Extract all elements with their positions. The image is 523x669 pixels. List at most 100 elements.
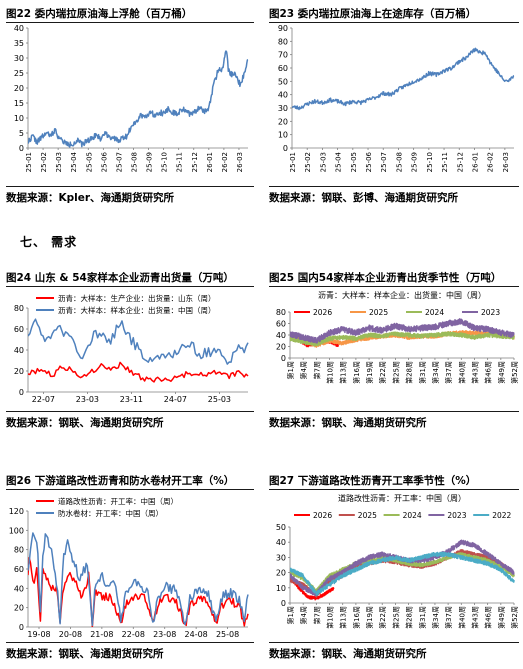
legend-label: 2024 — [425, 308, 444, 317]
x-tick-label: 25-03 — [55, 152, 63, 172]
x-tick-label: 22-07 — [32, 395, 55, 404]
y-tick-label: 0 — [283, 144, 288, 153]
series-line-series-0 — [292, 47, 515, 111]
figure-26-title-rule — [6, 489, 254, 490]
x-tick-label: 第16周 — [352, 361, 361, 384]
y-tick-label: 30 — [14, 54, 24, 63]
figure-26-source: 数据来源：钢联、海通期货研究所 — [6, 648, 164, 660]
series-line-2023 — [290, 539, 515, 597]
y-tick-label: 20 — [14, 604, 24, 613]
series-line-沥青：大样本：生产企业：出货量：山东（周） — [28, 361, 249, 383]
x-tick-label: 第1周 — [286, 361, 295, 379]
y-tick-label: 40 — [14, 24, 24, 33]
y-tick-label: 60 — [14, 565, 24, 574]
series-line-沥青：大样本：样本企业：出货量：中国（周） — [28, 318, 249, 365]
x-tick-label: 23-03 — [76, 395, 99, 404]
y-tick-label: 30 — [278, 104, 288, 113]
x-tick-label: 25-10 — [426, 152, 434, 172]
x-tick-label: 26-01 — [206, 152, 214, 172]
figure-24-source-rule — [6, 411, 254, 412]
y-tick-label: 5 — [19, 129, 24, 138]
y-tick-label: 80 — [276, 308, 286, 317]
x-tick-label: 25-08 — [395, 152, 403, 172]
y-tick-label: 30 — [276, 553, 286, 562]
x-tick-label: 25-04 — [70, 151, 78, 172]
x-tick-label: 25-08 — [130, 152, 138, 172]
legend-label: 沥青：大样本：样本企业：出货量：中国（周） — [58, 305, 216, 315]
y-tick-label: 80 — [278, 37, 288, 46]
section-heading: 七、 需求 — [20, 235, 78, 249]
x-tick-label: 25-01 — [25, 152, 33, 172]
legend-label: 2023 — [447, 511, 466, 520]
x-tick-label: 25-06 — [365, 151, 373, 172]
x-tick-label: 21-08 — [90, 630, 113, 639]
y-tick-label: 20 — [276, 569, 286, 578]
x-tick-label: 第31周 — [418, 361, 427, 384]
x-tick-label: 第52周 — [510, 606, 519, 629]
x-tick-label: 22-08 — [122, 630, 145, 639]
series-line-series-0 — [28, 50, 249, 148]
x-tick-label: 第13周 — [339, 606, 348, 629]
x-tick-label: 第25周 — [391, 606, 400, 629]
legend-label: 2023 — [481, 308, 500, 317]
y-tick-label: 60 — [278, 64, 288, 73]
x-tick-label: 第28周 — [405, 361, 414, 384]
y-tick-label: 60 — [276, 320, 286, 329]
figure-23-chart: 0 10 20 30 40 50 60 70 80 90 25-01 25-02 25-03 25-04 2… — [278, 24, 515, 172]
figure-27-chart: 0 10 20 30 40 50 第1周 第4周 第7周 第10周 第13周 第16周 第19周 第22周… — [276, 493, 519, 629]
series-line-2022 — [290, 551, 515, 596]
figure-25-title-rule — [269, 286, 519, 287]
x-tick-label: 25-05 — [350, 152, 358, 172]
x-tick-label: 第22周 — [378, 606, 387, 629]
y-tick-label: 40 — [276, 538, 286, 547]
x-tick-label: 第37周 — [444, 361, 453, 384]
x-tick-label: 26-02 — [487, 152, 495, 172]
x-tick-label: 25-07 — [115, 152, 123, 172]
y-tick-label: 50 — [276, 523, 286, 532]
x-tick-label: 19-08 — [27, 630, 50, 639]
figure-22-chart: 0 5 10 15 20 25 30 35 40 25-01 25-02 25-03 25-04 25-0… — [14, 24, 249, 172]
legend-label: 道路改性沥青：开工率：中国（周） — [58, 496, 178, 506]
x-tick-label: 第34周 — [431, 361, 440, 384]
x-tick-label: 25-08 — [216, 630, 239, 639]
x-tick-label: 第43周 — [470, 361, 479, 384]
figure-25-source-rule — [269, 411, 519, 412]
x-tick-label: 第28周 — [405, 606, 414, 629]
x-tick-label: 24-07 — [164, 395, 187, 404]
legend-label: 2026 — [313, 511, 332, 520]
y-tick-label: 20 — [14, 84, 24, 93]
x-tick-label: 第10周 — [326, 361, 335, 384]
y-tick-label: 40 — [14, 584, 24, 593]
y-tick-label: 40 — [14, 346, 24, 355]
y-tick-label: 90 — [278, 24, 288, 33]
x-tick-label: 第22周 — [378, 361, 387, 384]
x-tick-label: 第31周 — [418, 606, 427, 629]
x-tick-label: 第46周 — [484, 606, 493, 629]
x-tick-label: 26-01 — [471, 152, 479, 172]
x-tick-label: 25-02 — [304, 152, 312, 172]
x-tick-label: 第40周 — [457, 361, 466, 384]
x-tick-label: 25-12 — [191, 152, 199, 172]
x-tick-label: 第19周 — [365, 361, 374, 384]
x-tick-label: 第13周 — [339, 361, 348, 384]
x-tick-label: 25-03 — [208, 395, 231, 404]
x-tick-label: 第46周 — [484, 361, 493, 384]
x-tick-label: 第49周 — [497, 606, 506, 629]
figure-23-source-rule — [269, 186, 519, 187]
x-tick-label: 25-04 — [335, 151, 343, 172]
x-tick-label: 第43周 — [470, 606, 479, 629]
y-tick-label: 20 — [276, 343, 286, 352]
x-tick-label: 第4周 — [299, 361, 308, 379]
x-tick-label: 第37周 — [444, 606, 453, 629]
legend-label: 2026 — [313, 308, 332, 317]
y-tick-label: 80 — [14, 304, 24, 313]
x-tick-label: 第4周 — [299, 606, 308, 624]
series-line-2023 — [290, 318, 515, 344]
y-tick-label: 10 — [276, 584, 286, 593]
figure-23-source: 数据来源：钢联、彭博、海通期货研究所 — [269, 192, 458, 204]
x-tick-label: 25-10 — [161, 152, 169, 172]
x-tick-label: 25-06 — [100, 151, 108, 172]
y-tick-label: 50 — [278, 77, 288, 86]
y-tick-label: 25 — [14, 69, 24, 78]
